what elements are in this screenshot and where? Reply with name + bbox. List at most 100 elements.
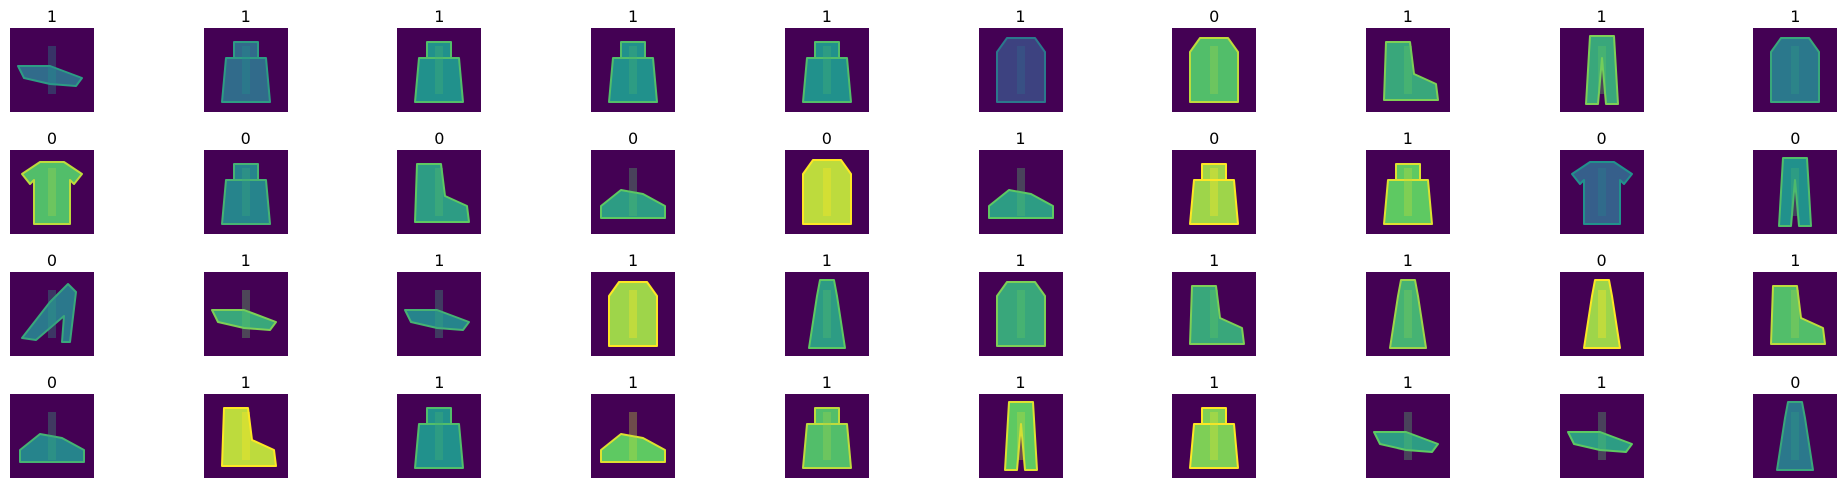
garment-highlight — [1597, 46, 1606, 94]
garment-silhouette — [801, 159, 852, 225]
garment-silhouette — [995, 37, 1046, 103]
garment-silhouette — [21, 283, 77, 343]
garment-highlight — [48, 290, 56, 338]
fashion-image — [1172, 150, 1257, 234]
fashion-image-graphic — [591, 272, 676, 356]
image-tile: 1 — [384, 6, 494, 124]
garment-silhouette — [220, 41, 271, 103]
image-label: 1 — [628, 7, 639, 26]
fashion-image-graphic — [784, 272, 869, 356]
image-tile: 1 — [1353, 6, 1463, 124]
garment-silhouette — [1778, 157, 1813, 227]
fashion-image-graphic — [10, 272, 94, 356]
fashion-image — [397, 272, 482, 356]
fashion-image — [1365, 28, 1450, 112]
image-tile: 1 — [1159, 250, 1269, 368]
fashion-image — [1753, 150, 1838, 234]
fashion-image-graphic — [1365, 394, 1450, 478]
fashion-image-graphic — [1753, 394, 1838, 478]
image-tile: 0 — [384, 128, 494, 246]
image-label: 1 — [1596, 373, 1607, 392]
fashion-image-graphic — [978, 272, 1063, 356]
image-tile: 1 — [1353, 372, 1463, 490]
garment-silhouette — [1003, 401, 1038, 471]
garment-highlight — [1210, 412, 1219, 460]
garment-highlight — [1791, 290, 1800, 338]
garment-highlight — [241, 168, 250, 216]
image-tile: 1 — [0, 6, 107, 124]
image-tile: 0 — [1740, 128, 1847, 246]
fashion-image-graphic — [978, 150, 1063, 234]
image-tile: 1 — [578, 372, 688, 490]
fashion-image-graphic — [10, 28, 94, 112]
fashion-image — [203, 394, 288, 478]
fashion-image — [1365, 272, 1450, 356]
fashion-image — [1753, 272, 1838, 356]
fashion-image — [1172, 394, 1257, 478]
fashion-image — [397, 394, 482, 478]
garment-silhouette — [987, 189, 1054, 219]
garment-highlight — [822, 168, 831, 216]
garment-highlight — [1210, 290, 1219, 338]
garment-silhouette — [1584, 35, 1619, 105]
fashion-image-graphic — [203, 394, 288, 478]
image-tile: 1 — [772, 6, 882, 124]
image-label: 0 — [1596, 251, 1607, 270]
image-label: 0 — [1790, 373, 1801, 392]
image-tile: 1 — [384, 372, 494, 490]
image-label: 1 — [1790, 251, 1801, 270]
image-label: 1 — [240, 251, 251, 270]
fashion-image — [784, 394, 869, 478]
fashion-image-graphic — [1559, 272, 1644, 356]
garment-silhouette — [404, 309, 471, 331]
garment-silhouette — [210, 309, 277, 331]
garment-highlight — [1791, 168, 1800, 216]
garment-highlight — [1016, 46, 1025, 94]
fashion-image-graphic — [10, 150, 94, 234]
garment-highlight — [48, 412, 56, 460]
fashion-image — [1559, 394, 1644, 478]
image-tile: 1 — [1159, 372, 1269, 490]
image-label: 1 — [1209, 251, 1220, 270]
fashion-image — [10, 28, 94, 112]
fashion-image-graphic — [203, 28, 288, 112]
image-tile: 1 — [772, 250, 882, 368]
garment-silhouette — [1582, 279, 1621, 349]
garment-silhouette — [1189, 407, 1240, 469]
fashion-image — [784, 272, 869, 356]
image-label: 0 — [240, 129, 251, 148]
image-label: 1 — [821, 7, 832, 26]
image-label: 1 — [1790, 7, 1801, 26]
fashion-image — [203, 150, 288, 234]
garment-silhouette — [19, 433, 85, 463]
image-label: 0 — [1209, 129, 1220, 148]
image-label: 0 — [1209, 7, 1220, 26]
garment-silhouette — [1566, 431, 1633, 453]
image-tile: 0 — [1740, 372, 1847, 490]
fashion-image — [591, 272, 676, 356]
fashion-image-graphic — [1172, 28, 1257, 112]
image-label: 0 — [628, 129, 639, 148]
fashion-image-graphic — [784, 394, 869, 478]
fashion-image — [10, 394, 94, 478]
image-label: 1 — [1015, 7, 1026, 26]
image-tile: 0 — [191, 128, 301, 246]
image-label: 1 — [240, 7, 251, 26]
garment-silhouette — [1372, 431, 1439, 453]
image-tile: 1 — [384, 250, 494, 368]
garment-silhouette — [220, 163, 271, 225]
garment-highlight — [629, 412, 638, 460]
garment-silhouette — [1382, 163, 1433, 225]
image-tile: 0 — [1547, 250, 1657, 368]
garment-silhouette — [1570, 161, 1633, 225]
garment-highlight — [1597, 168, 1606, 216]
image-tile: 1 — [1740, 250, 1847, 368]
image-tile: 0 — [0, 250, 107, 368]
image-tile: 0 — [0, 372, 107, 490]
garment-silhouette — [414, 163, 471, 223]
garment-highlight — [1403, 168, 1412, 216]
image-tile: 1 — [966, 6, 1076, 124]
image-label: 0 — [46, 373, 58, 392]
garment-silhouette — [1382, 41, 1439, 101]
garment-highlight — [1597, 412, 1606, 460]
